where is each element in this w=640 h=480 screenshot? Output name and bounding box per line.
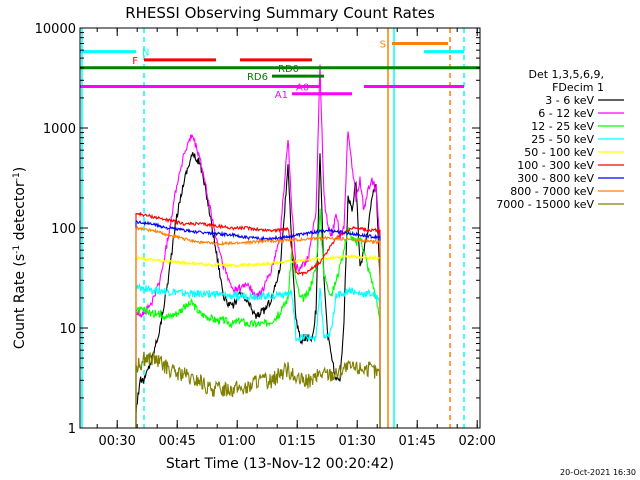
legend-header-1: Det 1,3,5,6,9, (528, 68, 604, 81)
axes: 1 10 100 1000 10000 00:30 00:45 01:00 01:15 01:30… (35, 22, 496, 449)
flag-label-a1: A1 (275, 90, 288, 101)
series-line-800-7000-kev (135, 226, 381, 428)
y-tick-label-10000: 10000 (35, 22, 76, 37)
series-line-6-12-kev (135, 64, 381, 428)
flag-label-n: N (142, 48, 149, 59)
x-tick-label-01-30: 01:30 (338, 434, 375, 449)
legend-entry-label-5: 50 - 100 keV (524, 146, 594, 159)
flag-label-rd6: RD6 (247, 72, 268, 83)
x-axis-label: Start Time (13-Nov-12 00:20:42) (166, 456, 394, 472)
legend-entry-label-2: 6 - 12 keV (538, 107, 594, 120)
series-line-3-6-kev (135, 152, 381, 428)
chart-title: RHESSI Observing Summary Count Rates (125, 4, 435, 22)
series-line-7000-15000-kev (135, 351, 381, 428)
series-line-50-100-kev (135, 252, 381, 428)
y-axis-label: Count Rate (s-1 detector-1) (12, 167, 28, 349)
flag-label-a0: A0 (296, 83, 309, 94)
series-line-100-300-kev (135, 211, 381, 428)
legend-header-2: FDecim 1 (552, 81, 604, 94)
x-tick-label-01-45: 01:45 (398, 434, 435, 449)
x-tick-label-00-45: 00:45 (158, 434, 195, 449)
y-tick-label-10: 10 (59, 322, 76, 337)
flag-label-f: F (132, 56, 138, 67)
x-tick-label-01-15: 01:15 (278, 434, 315, 449)
legend-entry-label-9: 7000 - 15000 keV (496, 198, 594, 211)
plot-area: NF S RD0 RD6 A0 A1 (80, 28, 480, 428)
series-line-300-800-kev (135, 220, 381, 428)
x-tick-label-00-30: 00:30 (98, 434, 135, 449)
y-tick-label-100: 100 (51, 222, 76, 237)
y-axis-label-end: ) (12, 167, 28, 172)
y-tick-label-1000: 1000 (43, 122, 76, 137)
flag-label-rd0: RD0 (278, 64, 299, 75)
series-line-25-50-kev (135, 282, 381, 428)
y-axis-label-superscript-1: -1 (12, 245, 22, 254)
legend-entry-label-6: 100 - 300 keV (517, 159, 594, 172)
y-axis-label-superscript-2: -1 (12, 172, 22, 181)
legend-entry-label-3: 12 - 25 keV (531, 120, 594, 133)
y-axis-label-main: Count Rate (s (12, 254, 28, 349)
y-axis-label-middle: detector (12, 181, 28, 245)
legend-entry-label-4: 25 - 50 keV (531, 133, 594, 146)
footer-timestamp: 20-Oct-2021 16:30 (560, 468, 636, 477)
y-tick-label-1: 1 (68, 422, 76, 437)
flag-label-s: S (380, 39, 386, 50)
legend-entry-label-8: 800 - 7000 keV (510, 185, 594, 198)
legend-entry-label-7: 300 - 800 keV (517, 172, 594, 185)
legend-entry-label-1: 3 - 6 keV (545, 94, 594, 107)
x-tick-label-02-00: 02:00 (458, 434, 495, 449)
x-tick-label-01-00: 01:00 (218, 434, 255, 449)
series-line-12-25-kev (135, 208, 381, 428)
